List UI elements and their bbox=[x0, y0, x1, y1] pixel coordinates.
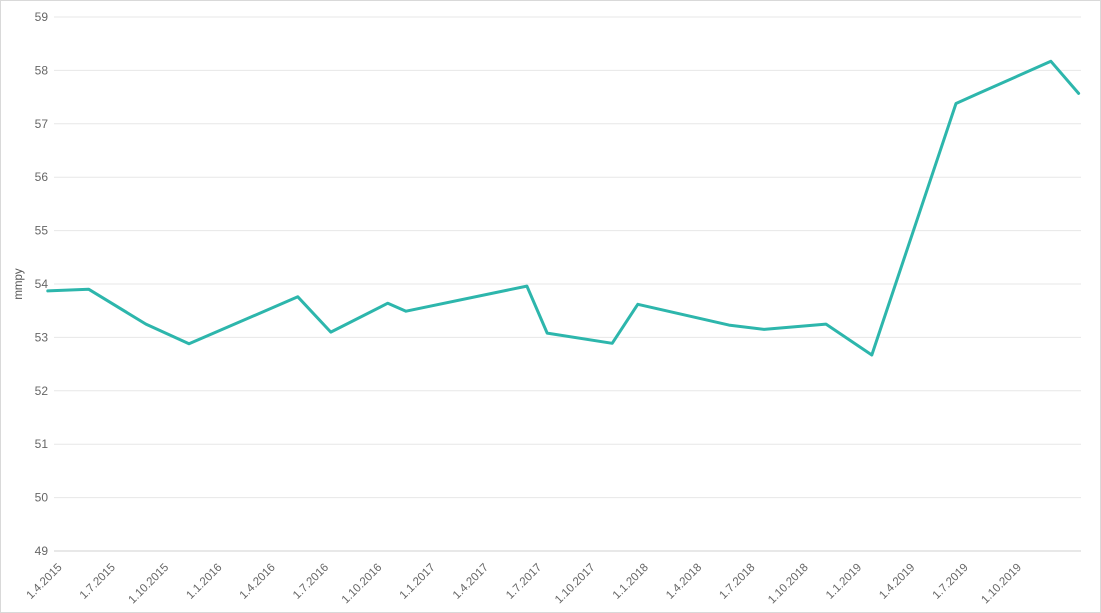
x-tick-label: 1.4.2018 bbox=[664, 562, 704, 602]
y-tick-label: 59 bbox=[35, 10, 49, 24]
x-tick-label: 1.7.2016 bbox=[291, 562, 331, 602]
y-tick-label: 50 bbox=[35, 491, 49, 505]
x-tick-label: 1.7.2018 bbox=[717, 562, 757, 602]
y-tick-label: 51 bbox=[35, 437, 49, 451]
x-tick-label: 1.10.2015 bbox=[127, 562, 172, 607]
y-axis-title: mmpy bbox=[13, 268, 25, 300]
series-line-mmpy[interactable] bbox=[46, 59, 1081, 357]
x-tick-label: 1.7.2019 bbox=[931, 562, 971, 602]
y-tick-label: 49 bbox=[35, 544, 49, 558]
x-tick-label: 1.10.2018 bbox=[766, 562, 811, 607]
x-tick-label: 1.4.2016 bbox=[238, 562, 278, 602]
x-tick-label: 1.1.2019 bbox=[824, 562, 864, 602]
x-tick-label: 1.7.2015 bbox=[78, 562, 118, 602]
grid-layer bbox=[54, 16, 1081, 552]
x-tick-label: 1.10.2017 bbox=[553, 562, 598, 607]
y-tick-label: 56 bbox=[35, 170, 49, 184]
x-tick-label: 1.4.2017 bbox=[451, 562, 491, 602]
y-tick-label: 54 bbox=[35, 277, 49, 291]
x-tick-label: 1.7.2017 bbox=[504, 562, 544, 602]
y-tick-label: 58 bbox=[35, 63, 49, 77]
x-tick-label: 1.10.2019 bbox=[979, 562, 1024, 607]
series-layer bbox=[46, 59, 1081, 357]
y-tick-label: 55 bbox=[35, 224, 49, 238]
y-tick-label: 53 bbox=[35, 330, 49, 344]
x-tick-label: 1.4.2015 bbox=[24, 562, 64, 602]
x-tick-label: 1.1.2017 bbox=[398, 562, 438, 602]
x-tick-label: 1.1.2018 bbox=[611, 562, 651, 602]
y-tick-label: 52 bbox=[35, 384, 49, 398]
x-tick-label: 1.1.2016 bbox=[184, 562, 224, 602]
x-tick-label: 1.4.2019 bbox=[877, 562, 917, 602]
x-tick-label: 1.10.2016 bbox=[340, 562, 385, 607]
y-tick-label: 57 bbox=[35, 117, 49, 131]
